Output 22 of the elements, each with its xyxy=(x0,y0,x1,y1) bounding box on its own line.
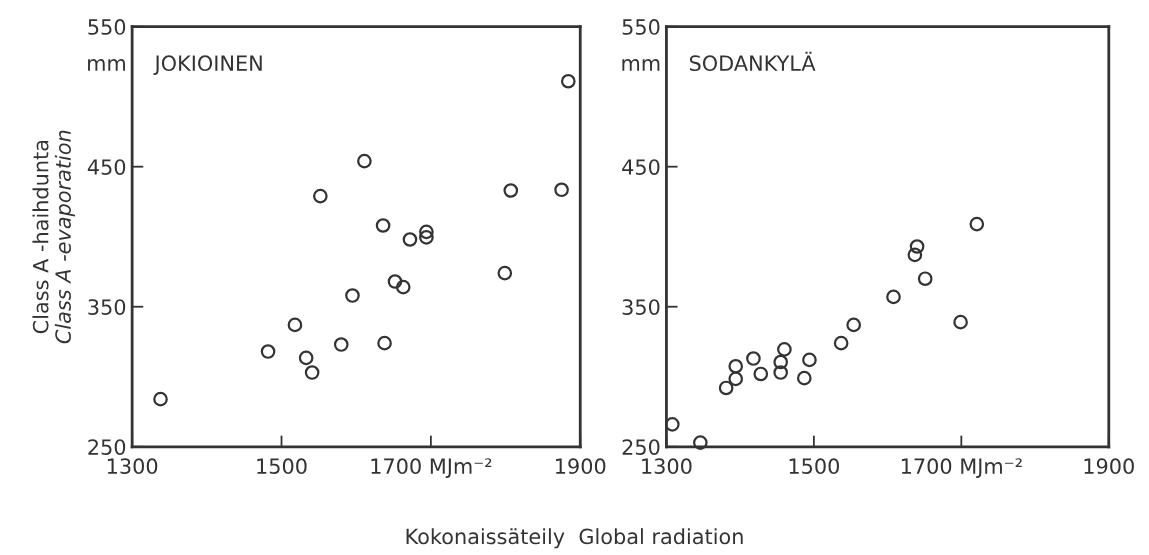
x-tick-label: 1500 xyxy=(789,458,839,475)
y-tick-label: 250 xyxy=(622,439,660,455)
x-tick-label: 1500 xyxy=(257,458,307,475)
text: mm xyxy=(622,59,660,71)
y-tick-label: 250 xyxy=(88,439,126,455)
y-tick-label: 550 xyxy=(88,19,126,35)
x-tick-label: 1700 MJm⁻² xyxy=(901,458,1022,478)
text: mm xyxy=(88,59,125,71)
y-tick-label: 350 xyxy=(622,299,660,315)
text: SODANKYLÄ xyxy=(689,51,816,72)
y-tick-label: 350 xyxy=(88,299,126,315)
y-axis-title: Class A -haihdunta Class A -evaporation xyxy=(32,130,75,344)
x-tick-label: 1700 MJm⁻² xyxy=(371,458,492,478)
x-tick-label: 1900 xyxy=(1084,458,1134,475)
x-tick-label: 1900 xyxy=(556,458,606,475)
x-axis-title: Kokonaissäteily Global radiation xyxy=(406,528,743,549)
y-tick-label: 450 xyxy=(87,159,126,175)
y-tick-label: 550 xyxy=(622,19,660,35)
y-tick-label: 450 xyxy=(622,159,660,175)
x-tick-label: 1300 xyxy=(642,458,692,475)
text: JOKIOINEN xyxy=(153,55,262,75)
x-tick-label: 1300 xyxy=(107,458,158,475)
